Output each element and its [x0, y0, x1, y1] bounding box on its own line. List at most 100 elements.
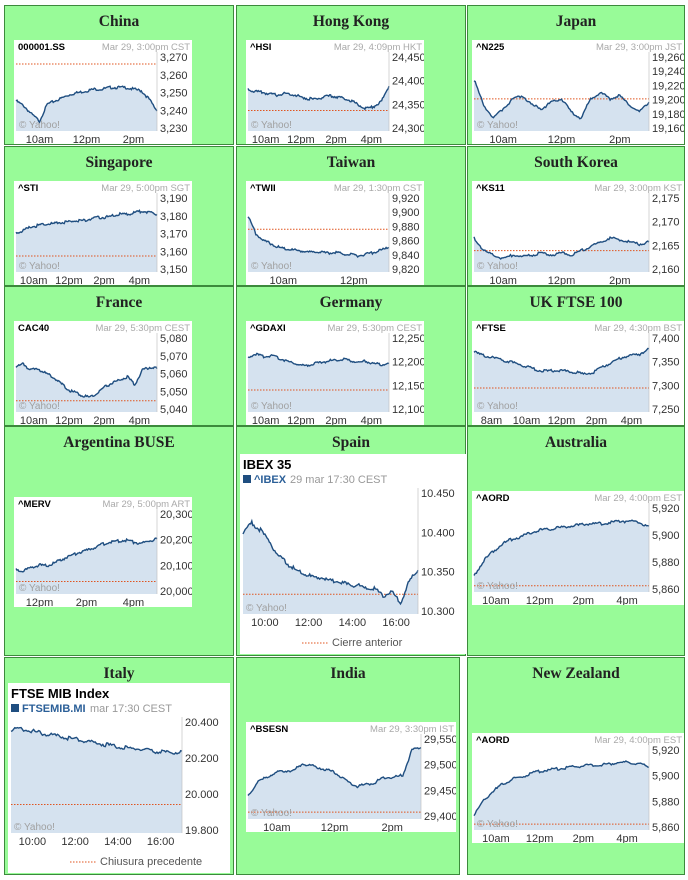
price-line	[247, 85, 390, 111]
yahoo-watermark: © Yahoo!	[19, 120, 60, 131]
panel-uk-ftse-100: UK FTSE 100 ^FTSE Mar 29, 4:30pm BST © Yaho…	[467, 286, 685, 426]
y-tick-label: 10.300	[421, 606, 455, 618]
chart-symbol[interactable]: FTSEMIB.MI	[22, 703, 86, 715]
x-tick-label: 12pm	[526, 595, 554, 605]
x-tick-label: 16:00	[382, 617, 410, 629]
y-tick-label: 5,050	[160, 386, 188, 398]
chart-france[interactable]: CAC40 Mar 29, 5:30pm CEST © Yahoo! 5,080 5,0…	[14, 321, 192, 425]
chart-new-zealand[interactable]: ^AORD Mar 29, 4:00pm EST © Yahoo! 5,920 5,90…	[472, 733, 684, 843]
yahoo-watermark: © Yahoo!	[251, 808, 292, 819]
chart-timestamp: Mar 29, 3:00pm KST	[594, 183, 682, 194]
y-tick-label: 7,400	[652, 333, 680, 345]
chart-timestamp: Mar 29, 1:30pm CST	[334, 183, 422, 194]
y-tick-label: 24,350	[392, 99, 424, 111]
y-tick-label: 9,920	[392, 193, 420, 205]
x-tick-label: 16:00	[147, 836, 175, 848]
legend-label: Cierre anterior	[332, 637, 403, 649]
panel-singapore: Singapore ^STI Mar 29, 5:00pm SGT © Yahoo! 3…	[4, 146, 234, 286]
chart-svg: IBEX 35 ^IBEX 29 mar 17:30 CEST © Yahoo! 10.…	[242, 457, 455, 649]
price-area	[16, 210, 157, 272]
chart-australia[interactable]: ^AORD Mar 29, 4:00pm EST © Yahoo! 5,920 5,90…	[472, 491, 684, 605]
y-tick-label: 9,820	[392, 264, 420, 276]
chart-timestamp: Mar 29, 4:00pm EST	[594, 735, 682, 746]
chart-symbol: ^TWII	[250, 183, 276, 194]
price-area	[474, 236, 649, 272]
chart-hong-kong[interactable]: ^HSI Mar 29, 4:09pm HKT © Yahoo! 24,450 24,4…	[246, 40, 424, 144]
y-tick-label: 2,165	[652, 240, 680, 252]
x-tick-label: 12pm	[526, 833, 554, 843]
panel-italy: Italy FTSE MIB Index FTSEMIB.MI mar 17:30 C…	[4, 657, 234, 875]
chart-india[interactable]: ^BSESN Mar 29, 3:30pm IST © Yahoo! 29,550 29…	[246, 722, 456, 832]
yahoo-watermark: © Yahoo!	[477, 401, 518, 412]
chart-italy[interactable]: FTSE MIB Index FTSEMIB.MI mar 17:30 CEST © …	[8, 683, 230, 873]
y-tick-label: 10.400	[421, 527, 455, 539]
price-area	[248, 86, 389, 131]
panel-new-zealand: New Zealand ^AORD Mar 29, 4:00pm EST © Yaho…	[467, 657, 685, 875]
chart-symbol: ^N225	[476, 42, 505, 53]
x-tick-label: 4pm	[616, 833, 637, 843]
x-tick-label: 2pm	[123, 134, 144, 144]
y-tick-label: 19.800	[185, 825, 219, 837]
x-tick-label: 12:00	[295, 617, 323, 629]
x-tick-label: 2pm	[573, 833, 594, 843]
x-tick-label: 2pm	[586, 415, 607, 425]
chart-svg: ^MERV Mar 29, 5:00pm ART © Yahoo! 20,300 20,…	[15, 499, 192, 607]
panel-title: Singapore	[85, 154, 153, 171]
chart-timestamp: Mar 29, 3:30pm IST	[370, 724, 454, 735]
chart-south-korea[interactable]: ^KS11 Mar 29, 3:00pm KST © Yahoo! 2,175 2,17…	[472, 181, 684, 285]
price-line	[15, 85, 158, 124]
price-area	[16, 86, 157, 131]
chart-japan[interactable]: ^N225 Mar 29, 3:00pm JST © Yahoo! 19,260 19,…	[472, 40, 684, 144]
y-tick-label: 7,250	[652, 404, 680, 416]
price-line	[15, 537, 158, 573]
y-tick-label: 3,160	[160, 246, 188, 258]
chart-spain[interactable]: IBEX 35 ^IBEX 29 mar 17:30 CEST © Yahoo! 10.…	[240, 454, 466, 654]
x-tick-label: 12pm	[548, 415, 576, 425]
y-tick-label: 24,300	[392, 123, 424, 135]
y-tick-label: 20,100	[160, 560, 192, 572]
panel-title: Argentina BUSE	[63, 434, 175, 451]
y-tick-label: 24,400	[392, 76, 424, 88]
y-tick-label: 19,160	[652, 123, 684, 135]
y-tick-label: 3,180	[160, 211, 188, 223]
y-tick-label: 12,100	[392, 404, 424, 416]
chart-symbol: ^FTSE	[476, 323, 506, 334]
chart-symbol: ^AORD	[476, 735, 510, 746]
chart-china[interactable]: 000001.SS Mar 29, 3:00pm CST © Yahoo! 3,270…	[14, 40, 192, 144]
x-tick-label: 14:00	[339, 617, 367, 629]
chart-symbol: ^STI	[18, 183, 38, 194]
chart-svg: FTSE MIB Index FTSEMIB.MI mar 17:30 CEST © …	[10, 686, 219, 868]
y-tick-label: 5,060	[160, 369, 188, 381]
chart-argentina-buse[interactable]: ^MERV Mar 29, 5:00pm ART © Yahoo! 20,300 20,…	[14, 497, 192, 607]
x-tick-label: 10am	[269, 275, 297, 285]
x-tick-label: 2pm	[609, 134, 630, 144]
chart-uk-ftse-100[interactable]: ^FTSE Mar 29, 4:30pm BST © Yahoo! 7,400 7,35…	[472, 321, 684, 425]
x-tick-label: 10:00	[251, 617, 279, 629]
yahoo-watermark: © Yahoo!	[251, 401, 292, 412]
x-tick-label: 8am	[481, 415, 502, 425]
x-tick-label: 4pm	[129, 415, 150, 425]
y-tick-label: 5,080	[160, 333, 188, 345]
chart-symbol[interactable]: ^IBEX	[254, 474, 287, 486]
price-area	[474, 80, 649, 131]
chart-svg: 000001.SS Mar 29, 3:00pm CST © Yahoo! 3,270…	[15, 42, 190, 144]
chart-germany[interactable]: ^GDAXI Mar 29, 5:30pm CEST © Yahoo! 12,250 1…	[246, 321, 424, 425]
yahoo-watermark: © Yahoo!	[251, 120, 292, 131]
chart-timestamp: Mar 29, 5:30pm CEST	[95, 323, 190, 334]
price-line	[473, 519, 650, 576]
panel-title: Japan	[555, 13, 597, 30]
x-tick-label: 12pm	[26, 597, 54, 607]
x-tick-label: 10am	[513, 415, 541, 425]
price-line	[473, 80, 650, 120]
chart-singapore[interactable]: ^STI Mar 29, 5:00pm SGT © Yahoo! 3,190 3,180…	[14, 181, 192, 285]
chart-timestamp: mar 17:30 CEST	[90, 703, 172, 715]
x-tick-label: 10am	[20, 415, 48, 425]
panel-title: China	[98, 13, 140, 30]
y-tick-label: 20,000	[160, 586, 192, 598]
panel-hong-kong: Hong Kong ^HSI Mar 29, 4:09pm HKT © Yahoo! 2…	[236, 5, 466, 145]
x-tick-label: 10am	[489, 275, 517, 285]
panel-title: Hong Kong	[312, 13, 390, 30]
chart-timestamp: Mar 29, 4:30pm BST	[594, 323, 682, 334]
y-tick-label: 29,400	[424, 811, 456, 823]
chart-taiwan[interactable]: ^TWII Mar 29, 1:30pm CST © Yahoo! 9,920 9,90…	[246, 181, 424, 285]
